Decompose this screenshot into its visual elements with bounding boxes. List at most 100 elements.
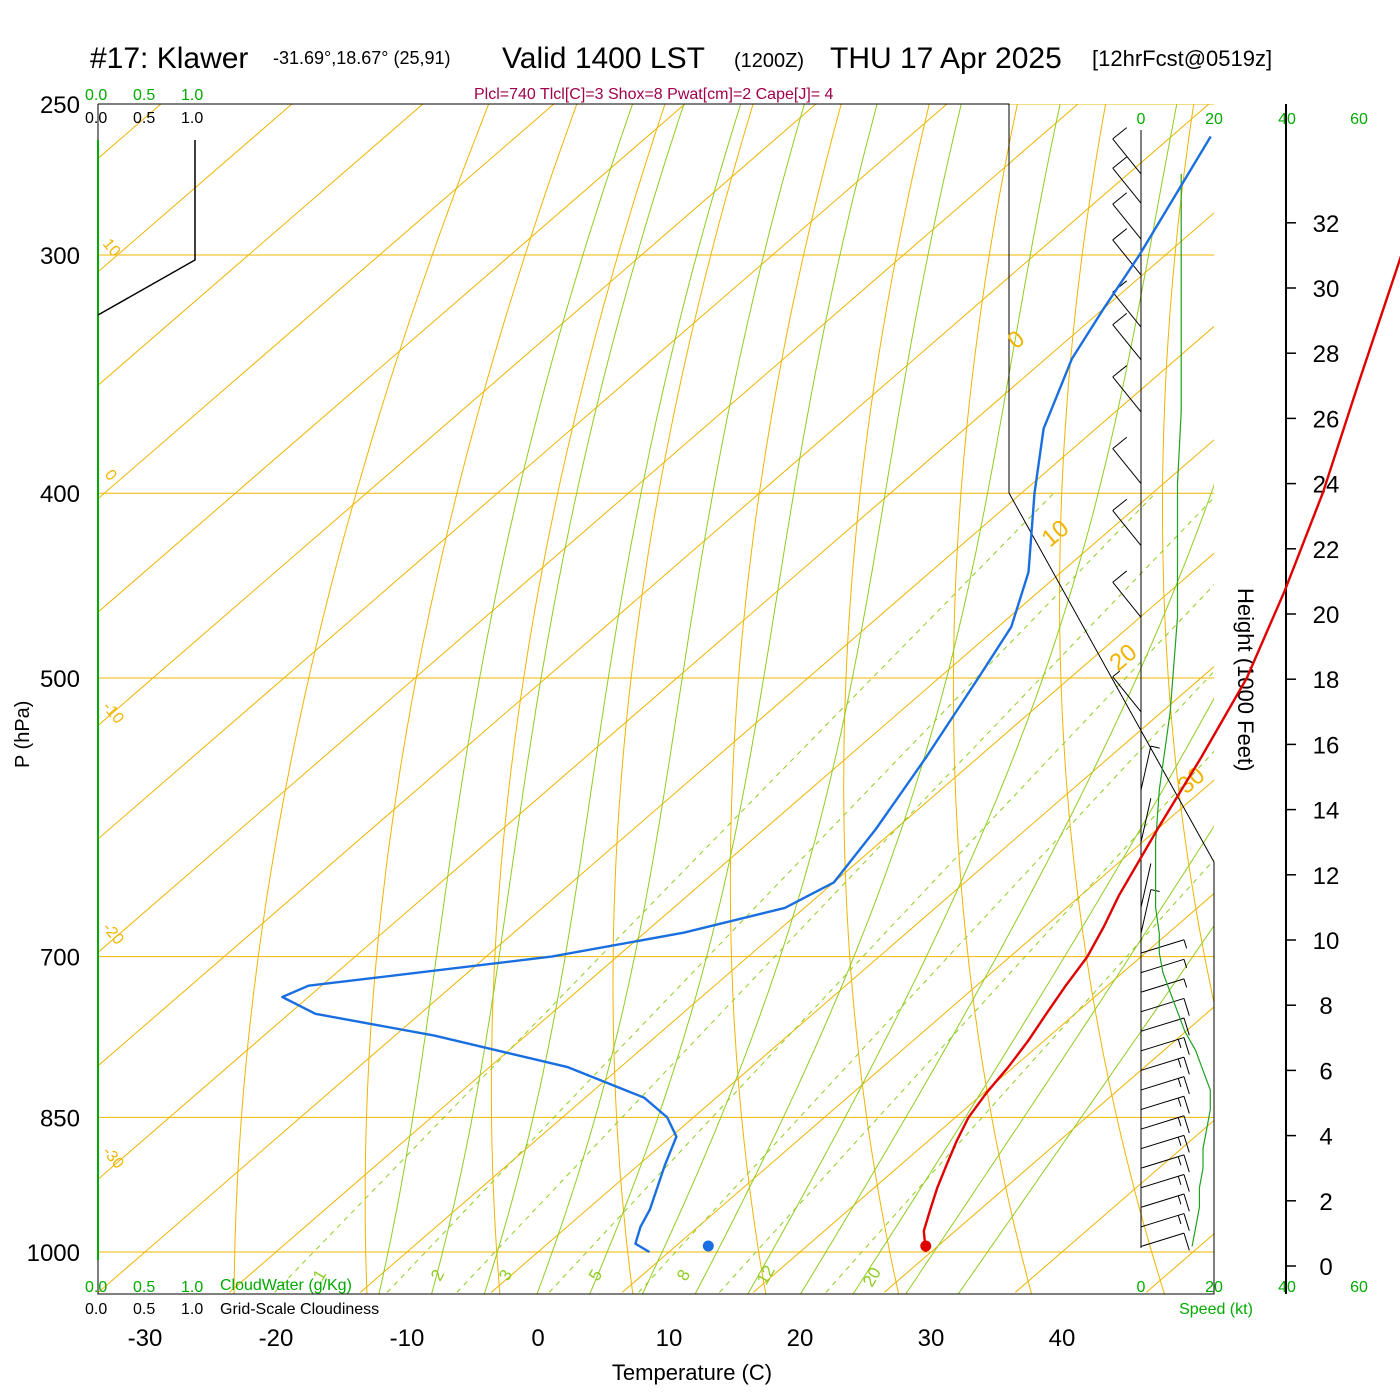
utc-time: (1200Z) [734,50,804,72]
mixing-ratio-line [825,859,1214,1293]
dewpoint-profile [281,135,1212,1254]
pressure-axis-title: P (hPa) [12,701,34,768]
mixing-ratio-line [638,670,1214,1293]
cloudiness-label: Grid-Scale Cloudiness [220,1301,379,1318]
wind-speed-tick: 20 [1205,111,1223,128]
cloudiness-tick: 1.0 [181,1301,203,1318]
cloudiness-tick: 0.5 [133,1301,155,1318]
isotherm-line [752,892,1214,1293]
temperature-tick-label: 30 [918,1325,945,1352]
cloudwater-tick: 0.0 [85,1279,107,1296]
height-tick-label: 26 [1313,406,1340,433]
dry-adiabat-line [1262,0,1400,1300]
height-tick-label: 28 [1313,341,1340,368]
height-tick-label: 20 [1313,602,1340,629]
isotherm-line [1277,0,1400,1292]
pressure-tick-label: 300 [40,243,80,270]
wind-barb [1140,798,1152,843]
cloudwater-tick: 0.0 [85,87,107,104]
height-tick-label: 30 [1313,276,1340,303]
isotherm-line [98,104,162,160]
temperature-tick-label: -20 [259,1325,294,1352]
wind-barb [1140,1173,1190,1192]
valid-time: Valid 1400 LST [502,42,705,75]
height-tick-label: 2 [1319,1189,1332,1216]
height-tick-label: 14 [1313,798,1340,825]
wind-panel: 0 20 40 60 0 20 40 60 Speed (kt) [1112,111,1368,1318]
cloudiness-tick: 0.0 [85,1301,107,1318]
height-tick-label: 32 [1313,211,1340,238]
moist-adiabat-line [852,697,1214,1294]
pressure-axis: 250 300 400 500 700 850 1000 [27,92,80,1267]
stability-indices: Plcl=740 Tlcl[C]=3 Shox=8 Pwat[cm]=2 Cap… [474,86,834,103]
wind-barb [1112,192,1142,240]
height-tick-label: 10 [1313,928,1340,955]
dry-adiabat-line [612,104,754,1294]
mixing-ratio-labels: 1 2 3 5 8 12 20 [309,1262,885,1290]
isotherm-line [621,779,1214,1293]
isotherm-labels: 0 10 20 30 [1003,325,1211,799]
cloud-scale-bottom: 0.0 0.5 1.0 CloudWater (g/Kg) 0.0 0.5 1.… [85,1277,379,1318]
dry-adiabat-line [233,104,490,1294]
mixing-ratio-line [274,492,1054,1293]
height-tick-label: 6 [1319,1058,1332,1085]
temperature-tick-label: -10 [390,1325,425,1352]
wind-barb [1140,1232,1190,1251]
wind-speed-tick: 60 [1350,111,1368,128]
wind-speed-tick: 40 [1278,1279,1296,1296]
moist-adiabat-line [431,104,685,1294]
wind-barb [1140,1115,1190,1134]
wind-barb [1140,939,1188,954]
cloudiness-tick: 0.5 [133,110,155,127]
isotherm-line [98,104,1079,954]
wind-barb [1112,570,1142,618]
height-tick-label: 18 [1313,667,1340,694]
cloudwater-tick: 0.5 [133,87,155,104]
temperature-tick-label: 20 [787,1325,814,1352]
pressure-tick-label: 250 [40,92,80,119]
dry-adiabat-label: 10 [99,236,124,261]
dry-adiabat-line [1162,104,1214,1006]
isotherm-line [98,104,555,500]
mixing-ratio-label: 3 [495,1266,516,1284]
wind-barb [1140,1134,1190,1153]
isotherm-line [98,104,293,273]
isotherm-label: 0 [1003,325,1031,354]
sounding-profiles [281,135,1400,1254]
station-coords: -31.69°,18.67° (25,91) [273,48,451,68]
wind-barb [1140,978,1188,993]
isotherm-line [228,439,1214,1293]
cloudiness-tick: 0.0 [85,110,107,127]
cloudiness-tick: 1.0 [181,110,203,127]
wind-barb [1112,436,1142,484]
wind-barb [1112,127,1142,175]
pressure-tick-label: 1000 [27,1240,80,1267]
wind-speed-tick: 60 [1350,1279,1368,1296]
isotherm-line [98,104,1210,1067]
dry-adiabat-label: -30 [99,1144,127,1173]
height-tick-label: 0 [1319,1254,1332,1281]
mixing-ratio-label: 12 [753,1262,779,1288]
dry-adiabat-line [843,104,930,1294]
isotherm-label: 20 [1105,639,1143,677]
moist-adiabat-line [641,104,962,1294]
background-lines [98,0,1400,1300]
pressure-tick-label: 850 [40,1105,80,1132]
moist-adiabat-line [483,104,742,1294]
cloudwater-tick: 0.5 [133,1279,155,1296]
cloud-scale-top: 0.0 0.5 1.0 0.0 0.5 1.0 [85,87,203,127]
wind-barb [1140,1037,1190,1055]
mixing-ratio-line [386,492,1156,1293]
cloudwater-tick: 1.0 [181,1279,203,1296]
mixing-ratio-line [548,584,1214,1293]
dry-adiabat-line [729,104,842,1294]
wind-scale-top: 0 20 40 60 [1137,111,1368,128]
wind-barbs [1112,127,1190,1251]
temperature-axis-title: Temperature (C) [612,1360,772,1385]
isotherm-line [98,104,686,613]
wind-barb [1140,997,1190,1016]
forecast-info: [12hrFcst@0519z] [1092,46,1272,71]
height-tick-label: 22 [1313,537,1340,564]
pressure-tick-label: 500 [40,666,80,693]
